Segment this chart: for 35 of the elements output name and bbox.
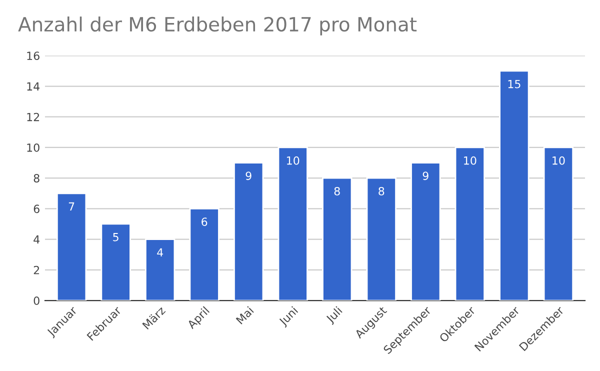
bar [410,162,441,301]
y-tick-label: 0 [34,296,40,305]
bar [100,223,131,301]
y-tick-label: 2 [34,266,40,274]
y-tick-label: 16 [27,52,40,60]
bar [56,192,87,301]
bar [322,177,352,301]
data-label: 7 [68,202,74,211]
chart-title: Anzahl der M6 Erdbeben 2017 pro Monat [18,16,417,36]
bar [189,208,220,301]
data-label: 4 [157,248,163,256]
data-label: 15 [508,80,520,88]
data-label: 9 [422,172,428,180]
data-label: 10 [287,156,300,165]
bar [499,70,530,301]
data-label: 6 [202,218,208,226]
y-tick-label: 10 [27,143,40,152]
x-tick-label: Mai [236,306,254,324]
bar [145,238,176,301]
data-label: 10 [464,156,476,165]
y-tick-label: 6 [34,204,40,214]
bar [278,146,308,301]
bar [234,162,264,301]
bar [543,146,574,301]
bar [454,146,485,301]
data-label: 8 [334,186,340,196]
data-label: 5 [113,233,118,242]
data-label: 8 [378,186,384,196]
data-label: 9 [246,172,252,180]
y-tick-label: 12 [27,112,40,122]
y-tick-label: 4 [34,235,40,244]
y-tick-label: 14 [27,82,40,90]
data-label: 10 [552,156,565,165]
y-tick-label: 8 [34,174,40,182]
bar [366,177,396,301]
